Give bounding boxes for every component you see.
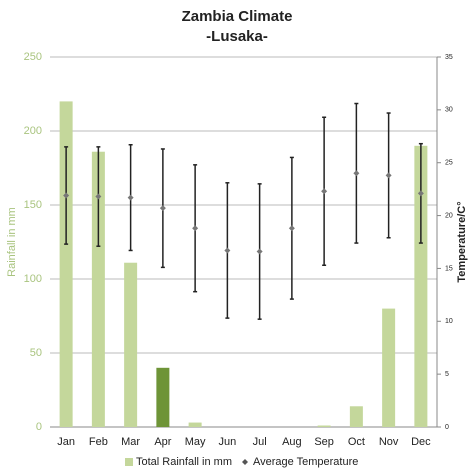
y2-tick-label: 25 <box>445 160 453 167</box>
y2-tick-label: 10 <box>445 318 453 325</box>
temperature-point <box>224 247 231 254</box>
x-tick-label: Apr <box>154 436 171 448</box>
bar <box>317 425 331 427</box>
y-tick-label: 250 <box>24 51 42 63</box>
x-tick-label: May <box>185 436 206 448</box>
y2-tick-label: 0 <box>445 424 449 431</box>
x-tick-label: Oct <box>348 436 365 448</box>
bar <box>382 308 396 427</box>
y-tick-label: 0 <box>36 421 42 433</box>
y2-tick-label: 35 <box>445 54 453 61</box>
chart-subtitle: -Lusaka- <box>206 28 268 45</box>
bar <box>59 101 73 428</box>
x-tick-label: Jul <box>253 436 267 448</box>
temperature-point <box>192 225 199 232</box>
x-tick-label: Jan <box>57 436 75 448</box>
bar <box>124 262 138 427</box>
legend-label: Total Rainfall in mm <box>136 456 232 468</box>
temperature-point <box>288 225 295 232</box>
y2-tick-label: 5 <box>445 371 449 378</box>
x-tick-label: Jun <box>219 436 237 448</box>
bar <box>156 367 170 427</box>
y2-tick-label: 30 <box>445 107 453 114</box>
temperature-point <box>95 193 102 200</box>
y-axis-title: Rainfall in mm <box>6 207 18 277</box>
chart-title: Zambia Climate <box>182 8 293 25</box>
y-tick-label: 200 <box>24 125 42 137</box>
x-tick-label: Dec <box>411 436 431 448</box>
legend-marker <box>242 459 248 465</box>
x-tick-label: Aug <box>282 436 302 448</box>
bar <box>188 422 202 427</box>
bar <box>349 406 363 427</box>
temperature-point <box>63 192 70 199</box>
temperature-point <box>385 172 392 179</box>
x-tick-label: Nov <box>379 436 399 448</box>
legend-label: Average Temperature <box>253 456 358 468</box>
temperature-point <box>159 205 166 212</box>
x-tick-label: Feb <box>89 436 108 448</box>
y-tick-label: 150 <box>24 199 42 211</box>
temperature-point <box>321 188 328 195</box>
y-tick-label: 50 <box>30 347 42 359</box>
legend-swatch <box>125 458 133 466</box>
temperature-point <box>256 248 263 255</box>
y2-tick-label: 15 <box>445 265 453 272</box>
x-tick-label: Sep <box>314 436 334 448</box>
x-tick-label: Mar <box>121 436 140 448</box>
temperature-point <box>127 194 134 201</box>
y2-axis-title: Temperature/C° <box>456 201 468 282</box>
y-tick-label: 100 <box>24 273 42 285</box>
temperature-point <box>353 170 360 177</box>
bar <box>91 151 105 427</box>
y2-tick-label: 20 <box>445 212 453 219</box>
bar <box>414 145 428 428</box>
temperature-point <box>417 190 424 197</box>
